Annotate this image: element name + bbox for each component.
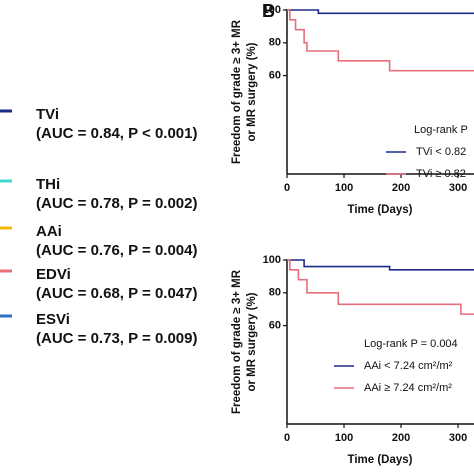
survival-curve — [287, 9, 474, 15]
y-tick-label: 100 — [263, 4, 281, 16]
y-axis-label: or MR surgery (%) — [246, 42, 258, 141]
legend-name: EDVi — [36, 266, 71, 283]
legend-name: TVi ≥ 0.82 — [416, 168, 466, 180]
x-tick-label: 100 — [335, 182, 353, 194]
x-tick-label: 0 — [284, 182, 290, 194]
legend-name: TVi — [36, 106, 59, 123]
panel-label: B — [262, 1, 275, 21]
annotation: Log-rank P — [414, 124, 468, 136]
x-axis-label: Time (Days) — [348, 204, 413, 216]
x-tick-label: 300 — [449, 182, 467, 194]
y-tick-label: 60 — [269, 320, 281, 332]
legend-name: TVi < 0.82 — [416, 146, 466, 158]
x-tick-label: 100 — [335, 432, 353, 444]
x-tick-label: 200 — [392, 182, 410, 194]
legend-name: THi — [36, 176, 60, 193]
legend-label: (AUC = 0.76, P = 0.004) — [36, 242, 197, 259]
annotation: Log-rank P = 0.004 — [364, 338, 458, 350]
legend-name: ESVi — [36, 311, 70, 328]
survival-curve — [287, 259, 474, 271]
x-tick-label: 0 — [284, 432, 290, 444]
legend-label: (AUC = 0.73, P = 0.009) — [36, 330, 197, 347]
survival-curve — [287, 9, 474, 72]
x-tick-label: 300 — [449, 432, 467, 444]
y-tick-label: 80 — [269, 37, 281, 49]
legend-name: AAi < 7.24 cm²/m² — [364, 360, 453, 372]
legend-label: (AUC = 0.78, P = 0.002) — [36, 195, 197, 212]
legend-label: (AUC = 0.68, P = 0.047) — [36, 285, 197, 302]
y-axis-label: Freedom of grade ≥ 3+ MR — [231, 269, 243, 414]
survival-curve — [287, 259, 474, 315]
legend-name: AAi — [36, 223, 62, 240]
y-axis-label: Freedom of grade ≥ 3+ MR — [231, 19, 243, 164]
y-tick-label: 60 — [269, 70, 281, 82]
y-tick-label: 100 — [263, 254, 281, 266]
legend-label: (AUC = 0.84, P < 0.001) — [36, 125, 197, 142]
y-tick-label: 80 — [269, 287, 281, 299]
y-axis-label: or MR surgery (%) — [246, 292, 258, 391]
legend-name: AAi ≥ 7.24 cm²/m² — [364, 382, 452, 394]
x-axis-label: Time (Days) — [348, 454, 413, 466]
x-tick-label: 200 — [392, 432, 410, 444]
